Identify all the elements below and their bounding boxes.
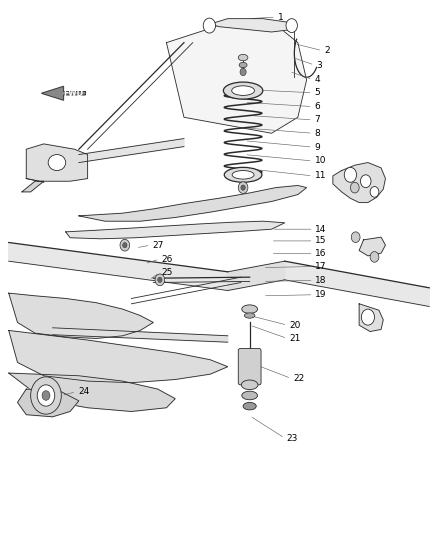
Ellipse shape (244, 313, 255, 318)
Ellipse shape (243, 402, 256, 410)
Polygon shape (285, 261, 429, 306)
Text: 23: 23 (286, 434, 298, 442)
Polygon shape (79, 185, 307, 221)
Circle shape (238, 182, 248, 193)
Ellipse shape (232, 171, 254, 179)
FancyBboxPatch shape (238, 349, 261, 385)
Ellipse shape (48, 155, 66, 171)
Polygon shape (166, 21, 307, 133)
Text: 8: 8 (314, 129, 320, 138)
Polygon shape (9, 293, 153, 338)
Polygon shape (210, 19, 293, 32)
Ellipse shape (242, 391, 258, 400)
Text: 18: 18 (315, 276, 327, 285)
Text: 19: 19 (315, 290, 327, 299)
Text: 14: 14 (315, 225, 327, 233)
Circle shape (351, 232, 360, 243)
Polygon shape (18, 389, 79, 417)
Polygon shape (66, 221, 285, 239)
Ellipse shape (232, 86, 254, 95)
Circle shape (240, 68, 246, 76)
Circle shape (370, 187, 379, 197)
Circle shape (158, 277, 162, 282)
Text: 15: 15 (315, 237, 327, 245)
Polygon shape (79, 139, 184, 163)
Circle shape (37, 385, 55, 406)
Circle shape (370, 252, 379, 262)
Text: 21: 21 (289, 334, 300, 343)
Text: 10: 10 (314, 157, 326, 165)
Circle shape (360, 175, 371, 188)
Text: 20: 20 (289, 321, 300, 329)
Polygon shape (333, 163, 385, 203)
Text: 26: 26 (161, 255, 173, 263)
Ellipse shape (241, 380, 258, 390)
Polygon shape (22, 181, 44, 192)
Text: 9: 9 (314, 143, 320, 151)
Text: 16: 16 (315, 249, 327, 258)
Polygon shape (9, 243, 228, 290)
Ellipse shape (242, 305, 258, 313)
Polygon shape (359, 237, 385, 256)
Circle shape (361, 309, 374, 325)
Circle shape (31, 377, 61, 414)
Text: 22: 22 (293, 374, 304, 383)
Ellipse shape (224, 167, 262, 182)
Circle shape (42, 391, 50, 400)
Text: 7: 7 (314, 116, 320, 124)
Text: 6: 6 (314, 102, 320, 111)
Polygon shape (26, 144, 88, 181)
Text: 24: 24 (78, 387, 89, 396)
Circle shape (203, 18, 215, 33)
Polygon shape (9, 330, 228, 383)
Text: 27: 27 (152, 241, 164, 249)
Text: 4: 4 (314, 75, 320, 84)
Polygon shape (53, 328, 228, 342)
Circle shape (344, 167, 357, 182)
Text: 3: 3 (316, 61, 322, 69)
Polygon shape (42, 86, 85, 100)
Circle shape (123, 243, 127, 248)
Ellipse shape (223, 82, 263, 99)
Text: 1: 1 (278, 13, 283, 21)
Circle shape (286, 19, 297, 33)
Ellipse shape (238, 54, 248, 61)
Text: 17: 17 (315, 262, 327, 271)
Text: 11: 11 (314, 172, 326, 180)
Text: 25: 25 (161, 269, 173, 277)
Circle shape (241, 185, 245, 190)
Text: 2: 2 (324, 46, 330, 55)
Text: 5: 5 (314, 88, 320, 97)
Circle shape (155, 274, 165, 286)
Ellipse shape (239, 62, 247, 68)
Circle shape (350, 182, 359, 193)
Text: FWD: FWD (64, 89, 84, 98)
Polygon shape (359, 304, 383, 332)
Polygon shape (9, 373, 175, 411)
Polygon shape (228, 261, 285, 290)
Circle shape (120, 239, 130, 251)
